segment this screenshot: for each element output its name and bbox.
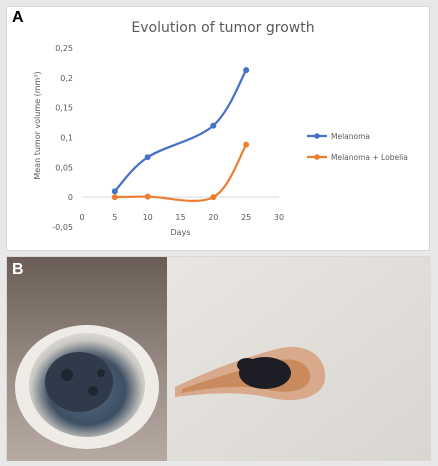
series-point-0 (243, 67, 250, 74)
panel-a-letter: A (12, 9, 24, 26)
chart-title: Evolution of tumor growth (131, 20, 314, 36)
panel-a-chart: A Evolution of tumor growth -0,05 0 0,05 0,… (6, 6, 430, 251)
series-line-0 (114, 69, 248, 192)
x-tick-label: 10 (143, 213, 153, 222)
y-axis-label: Mean tumor volume (mm³) (33, 71, 42, 179)
x-axis-label: Days (171, 228, 191, 237)
y-tick-label: -0,05 (52, 223, 73, 232)
x-tick-label: 15 (175, 213, 185, 222)
x-tick-label: 30 (274, 213, 284, 222)
legend: Melanoma Melanoma + Lobelia (307, 132, 408, 162)
x-tick-label: 0 (79, 213, 84, 222)
series-point-1 (111, 194, 118, 201)
legend-marker-1 (314, 154, 320, 160)
x-tick-label: 25 (241, 213, 251, 222)
panel-b-letter: B (12, 261, 24, 278)
legend-label-1: Melanoma + Lobelia (331, 153, 408, 162)
x-axis-ticks: 0 5 10 15 20 25 30 (79, 213, 284, 222)
series-layer (111, 67, 250, 202)
panel-b-photos: B (6, 256, 431, 461)
y-tick-label: 0,1 (60, 134, 73, 143)
x-tick-label: 20 (208, 213, 218, 222)
y-tick-label: 0,05 (55, 163, 73, 172)
series-point-0 (111, 188, 118, 195)
y-tick-label: 0,2 (60, 74, 73, 83)
tumor-photographs (7, 257, 431, 461)
y-tick-label: 0 (68, 193, 73, 202)
series-line-1 (114, 144, 248, 202)
series-point-0 (210, 122, 217, 129)
photo-untreated-tumor (7, 257, 167, 461)
y-tick-label: 0,15 (55, 104, 73, 113)
y-axis-ticks: -0,05 0 0,05 0,1 0,15 0,2 0,25 (52, 44, 73, 232)
series-point-1 (210, 194, 217, 201)
legend-label-0: Melanoma (331, 132, 370, 141)
photo-lobelia-treated-tumor (167, 257, 431, 461)
series-point-1 (144, 193, 151, 200)
y-tick-label: 0,25 (55, 44, 73, 53)
x-tick-label: 5 (112, 213, 117, 222)
legend-marker-0 (314, 133, 320, 139)
series-point-1 (243, 141, 250, 148)
tumor-growth-chart: Evolution of tumor growth -0,05 0 0,05 0,1 0… (33, 20, 408, 237)
series-point-0 (144, 154, 151, 161)
